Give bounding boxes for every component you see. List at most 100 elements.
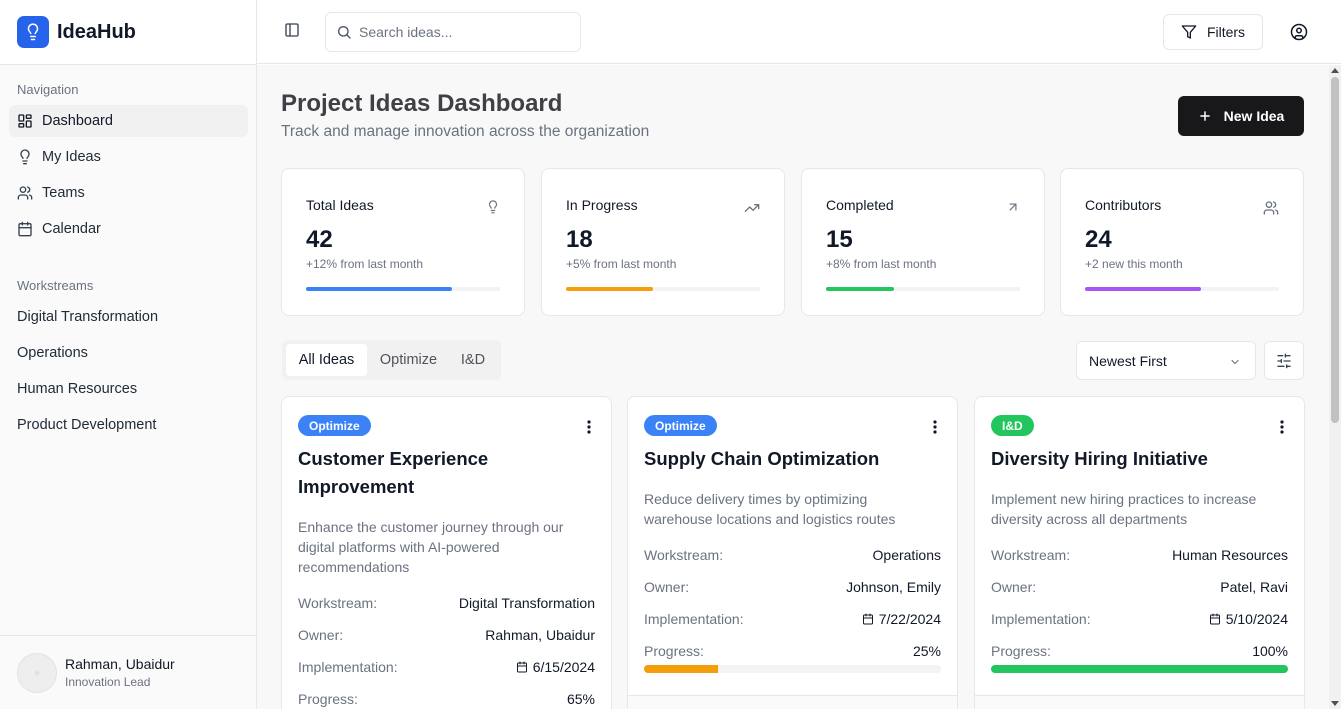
scroll-up-arrow-icon[interactable]	[1331, 68, 1339, 73]
card-workstream-row: Workstream: Digital Transformation	[298, 593, 595, 613]
card-workstream: Digital Transformation	[458, 595, 595, 611]
tab-optimize[interactable]: Optimize	[379, 352, 438, 368]
card-progress-track	[644, 665, 941, 673]
filters-label: Filters	[1206, 24, 1246, 40]
app-name: IdeaHub	[57, 20, 136, 43]
stat-delta: +12% from last month	[306, 257, 424, 271]
field-label: Owner:	[298, 627, 344, 643]
sidebar-workstream-human-resources[interactable]: Human Resources	[17, 381, 138, 397]
filters-button[interactable]: Filters	[1163, 14, 1263, 50]
page-scrollbar[interactable]	[1329, 65, 1341, 709]
card-owner-row: Owner: Rahman, Ubaidur	[298, 625, 595, 645]
more-vertical-icon[interactable]	[587, 420, 591, 434]
lightbulb-icon	[20, 149, 30, 165]
account-button[interactable]	[1290, 23, 1308, 46]
sidebar-workstream-digital-transformation[interactable]: Digital Transformation	[17, 309, 159, 325]
sidebar-workstream-product-development[interactable]: Product Development	[17, 417, 157, 433]
stat-label: Contributors	[1085, 197, 1162, 213]
idea-card-supply-chain[interactable]: Optimize Supply Chain Optimization Reduc…	[627, 396, 958, 709]
sidebar-item-calendar[interactable]: Calendar	[9, 213, 248, 245]
idea-card-diversity-hiring[interactable]: I&D Diversity Hiring Initiative Implemen…	[974, 396, 1305, 709]
card-progress-row: Progress: 65%	[298, 689, 595, 709]
stat-delta: +5% from last month	[566, 257, 677, 271]
sort-select[interactable]: Newest First	[1076, 341, 1256, 380]
sidebar-item-dashboard[interactable]: Dashboard	[9, 105, 248, 137]
stat-progress-fill	[1085, 287, 1202, 291]
card-progress-row: Progress: 25%	[644, 641, 941, 661]
main-content: Project Ideas Dashboard Track and manage…	[257, 65, 1329, 709]
card-footer	[975, 695, 1304, 709]
page-title: Project Ideas Dashboard	[281, 90, 563, 117]
arrow-up-right-icon	[1009, 203, 1017, 211]
field-label: Progress:	[991, 643, 1051, 659]
sidebar: IdeaHub Navigation Dashboard My Ideas Te…	[0, 0, 257, 709]
user-profile[interactable]: Rahman, Ubaidur Innovation Lead	[0, 635, 256, 709]
lightbulb-logo-icon	[17, 16, 49, 48]
card-workstream-row: Workstream: Operations	[644, 545, 941, 565]
field-label: Progress:	[298, 691, 358, 707]
card-owner-row: Owner: Patel, Ravi	[991, 577, 1288, 597]
user-name: Rahman, Ubaidur	[65, 656, 175, 672]
sidebar-item-label: Calendar	[42, 221, 101, 237]
field-label: Implementation:	[644, 611, 744, 627]
card-owner: Johnson, Emily	[846, 579, 941, 595]
scroll-down-arrow-icon[interactable]	[1331, 701, 1339, 706]
card-title: Diversity Hiring Initiative	[991, 448, 1208, 469]
stat-delta: +8% from last month	[826, 257, 937, 271]
field-label: Owner:	[644, 579, 690, 595]
page-subtitle: Track and manage innovation across the o…	[281, 123, 650, 140]
card-progress-row: Progress: 100%	[991, 641, 1288, 661]
sidebar-item-teams[interactable]: Teams	[9, 177, 248, 209]
stat-progress-track	[566, 287, 760, 291]
view-options-button[interactable]	[1264, 341, 1304, 380]
more-vertical-icon[interactable]	[933, 420, 937, 434]
sidebar-toggle-button[interactable]	[284, 22, 300, 43]
stat-label: In Progress	[566, 197, 638, 213]
search-box	[325, 12, 581, 52]
search-input[interactable]	[359, 24, 559, 40]
user-circle-icon	[1290, 23, 1308, 41]
more-vertical-icon[interactable]	[1280, 420, 1284, 434]
users-icon	[17, 186, 33, 200]
lightbulb-icon	[488, 200, 498, 214]
calendar-icon	[862, 613, 873, 625]
calendar-icon	[1209, 613, 1220, 625]
users-icon	[1263, 201, 1279, 215]
avatar	[17, 652, 57, 693]
card-implementation-row: Implementation: 6/15/2024	[298, 657, 595, 677]
stat-progress-fill	[826, 287, 894, 291]
brand[interactable]: IdeaHub	[0, 0, 256, 65]
user-role: Innovation Lead	[65, 675, 151, 689]
card-implementation-date: 6/15/2024	[532, 659, 595, 675]
stat-card-completed: Completed 15 +8% from last month	[801, 168, 1045, 316]
stat-value: 18	[566, 226, 593, 253]
sidebar-workstream-operations[interactable]: Operations	[17, 345, 88, 361]
sidebar-item-my-ideas[interactable]: My Ideas	[9, 141, 248, 173]
chevron-down-icon	[1231, 359, 1239, 365]
idea-card-customer-experience[interactable]: Optimize Customer Experience Improvement…	[281, 396, 612, 709]
field-label: Workstream:	[298, 595, 378, 611]
stat-progress-fill	[306, 287, 452, 291]
tab-i-and-d[interactable]: I&D	[460, 352, 486, 368]
calendar-icon	[516, 661, 527, 673]
scrollbar-thumb[interactable]	[1331, 77, 1339, 423]
card-description: Implement new hiring practices to increa…	[991, 491, 1257, 527]
card-progress-fill	[991, 665, 1288, 673]
stat-card-in-progress: In Progress 18 +5% from last month	[541, 168, 785, 316]
card-implementation-row: Implementation: 5/10/2024	[991, 609, 1288, 629]
card-progress-fill	[644, 665, 719, 673]
field-label: Workstream:	[644, 547, 724, 563]
tab-all-ideas[interactable]: All Ideas	[286, 344, 367, 376]
new-idea-button[interactable]: New Idea	[1178, 96, 1304, 136]
stat-value: 24	[1085, 226, 1112, 253]
new-idea-label: New Idea	[1223, 108, 1285, 124]
stat-card-total-ideas: Total Ideas 42 +12% from last month	[281, 168, 525, 316]
nav-section-label: Navigation	[17, 82, 79, 97]
stat-progress-fill	[566, 287, 654, 291]
card-progress-value: 65%	[566, 691, 595, 707]
stat-value: 15	[826, 226, 853, 253]
card-description: Enhance the customer journey through our…	[298, 519, 564, 575]
field-label: Implementation:	[991, 611, 1091, 627]
card-progress-value: 25%	[912, 643, 941, 659]
card-tag-badge: I&D	[991, 415, 1034, 436]
